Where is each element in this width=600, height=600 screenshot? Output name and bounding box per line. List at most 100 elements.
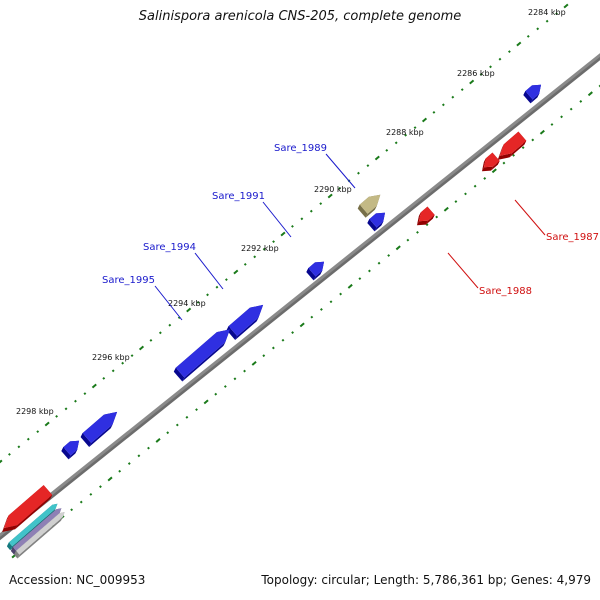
minor-tick	[319, 202, 323, 206]
minor-tick	[521, 146, 525, 150]
minor-tick	[309, 209, 313, 213]
major-tick	[516, 41, 522, 47]
gene-block-forward	[367, 212, 386, 232]
minor-tick	[416, 230, 419, 234]
gene-block-side	[509, 140, 527, 158]
gene-block-side	[481, 158, 486, 172]
major-tick	[539, 129, 545, 135]
gene-block-side	[80, 433, 92, 448]
minor-tick	[79, 500, 83, 504]
minor-tick	[512, 153, 515, 157]
minor-tick	[441, 103, 445, 107]
major-tick	[469, 79, 475, 85]
minor-tick	[121, 361, 125, 365]
gene-block-side	[313, 270, 323, 281]
minor-tick	[262, 354, 266, 358]
major-tick	[155, 438, 161, 443]
minor-tick	[36, 430, 40, 434]
major-tick	[138, 345, 145, 351]
gene-block-top	[369, 212, 386, 228]
major-tick	[491, 168, 497, 174]
minor-tick	[545, 19, 549, 23]
minor-tick	[358, 277, 362, 281]
gene-label-leader	[514, 199, 546, 236]
minor-tick	[300, 217, 304, 221]
minor-tick	[394, 141, 398, 145]
minor-tick	[489, 65, 492, 69]
minor-tick	[70, 508, 74, 512]
minor-tick	[479, 72, 483, 76]
minor-tick	[366, 164, 370, 168]
gene-block-side	[306, 268, 316, 281]
gene-block-side	[481, 166, 493, 172]
minor-tick	[196, 300, 200, 304]
gene-block-forward	[80, 411, 118, 448]
rna-feature-block	[357, 194, 381, 218]
gene-block-top	[359, 194, 381, 214]
gene-block-side	[10, 546, 17, 555]
gene-block-forward	[523, 84, 542, 104]
minor-tick	[195, 408, 198, 412]
minor-tick	[319, 308, 323, 311]
genome-summary-label: Topology: circular; Length: 5,786,361 bp…	[261, 573, 591, 587]
minor-tick	[579, 99, 583, 103]
minor-tick	[8, 452, 11, 456]
gene-block-side	[523, 91, 533, 104]
gene-label-leader	[262, 201, 292, 238]
minor-tick	[118, 469, 122, 473]
gene-block-side	[367, 219, 377, 232]
gene-block-forward	[61, 440, 80, 460]
minor-tick	[432, 110, 436, 114]
minor-tick	[310, 315, 314, 319]
gene-block-side	[61, 447, 71, 460]
gene-block-side	[357, 204, 368, 218]
major-tick	[563, 3, 569, 9]
gene-label-leader	[447, 252, 479, 289]
gene-block-forward	[226, 304, 264, 341]
gene-block-reverse	[481, 152, 500, 172]
minor-tick	[233, 377, 237, 381]
gene-block-side	[416, 220, 428, 226]
gene-block-top	[8, 503, 58, 547]
major-tick	[327, 193, 333, 199]
major-tick	[280, 231, 286, 237]
gene-block-top	[418, 206, 435, 222]
minor-tick	[175, 423, 179, 427]
gene-block-side	[365, 205, 377, 218]
minor-tick	[435, 215, 439, 219]
minor-tick	[460, 88, 464, 92]
gene-label-sare-1988: Sare_1988	[479, 286, 532, 297]
major-tick	[299, 322, 305, 328]
minor-tick	[404, 133, 408, 137]
gene-block-top	[175, 329, 230, 378]
genome-backbone	[0, 53, 600, 537]
minor-tick	[253, 255, 257, 259]
scale-label: 2286 kbp	[457, 69, 495, 78]
minor-tick	[536, 27, 540, 31]
scale-label: 2296 kbp	[92, 353, 130, 362]
gene-block-side	[17, 516, 63, 559]
gene-block-top	[483, 152, 500, 168]
minor-tick	[368, 269, 371, 273]
gene-block-side	[2, 525, 18, 532]
gene-block-forward	[306, 261, 325, 281]
gene-block-top	[16, 512, 65, 555]
minor-tick	[377, 261, 381, 265]
minor-tick	[272, 240, 275, 244]
gene-label-sare-1989: Sare_1989	[274, 143, 327, 154]
major-tick	[443, 206, 449, 212]
gene-block-side	[497, 153, 512, 160]
minor-tick	[507, 50, 511, 54]
gene-label-leader	[194, 252, 224, 290]
gene-block-top	[228, 304, 264, 337]
minor-tick	[243, 262, 247, 266]
minor-tick	[206, 293, 209, 297]
minor-tick	[413, 126, 417, 130]
minor-tick	[55, 414, 59, 418]
backbone-shadow	[0, 53, 600, 541]
gene-label-sare-1995: Sare_1995	[102, 275, 155, 286]
minor-tick	[223, 385, 227, 388]
minor-tick	[406, 238, 410, 242]
minor-tick	[271, 346, 275, 350]
